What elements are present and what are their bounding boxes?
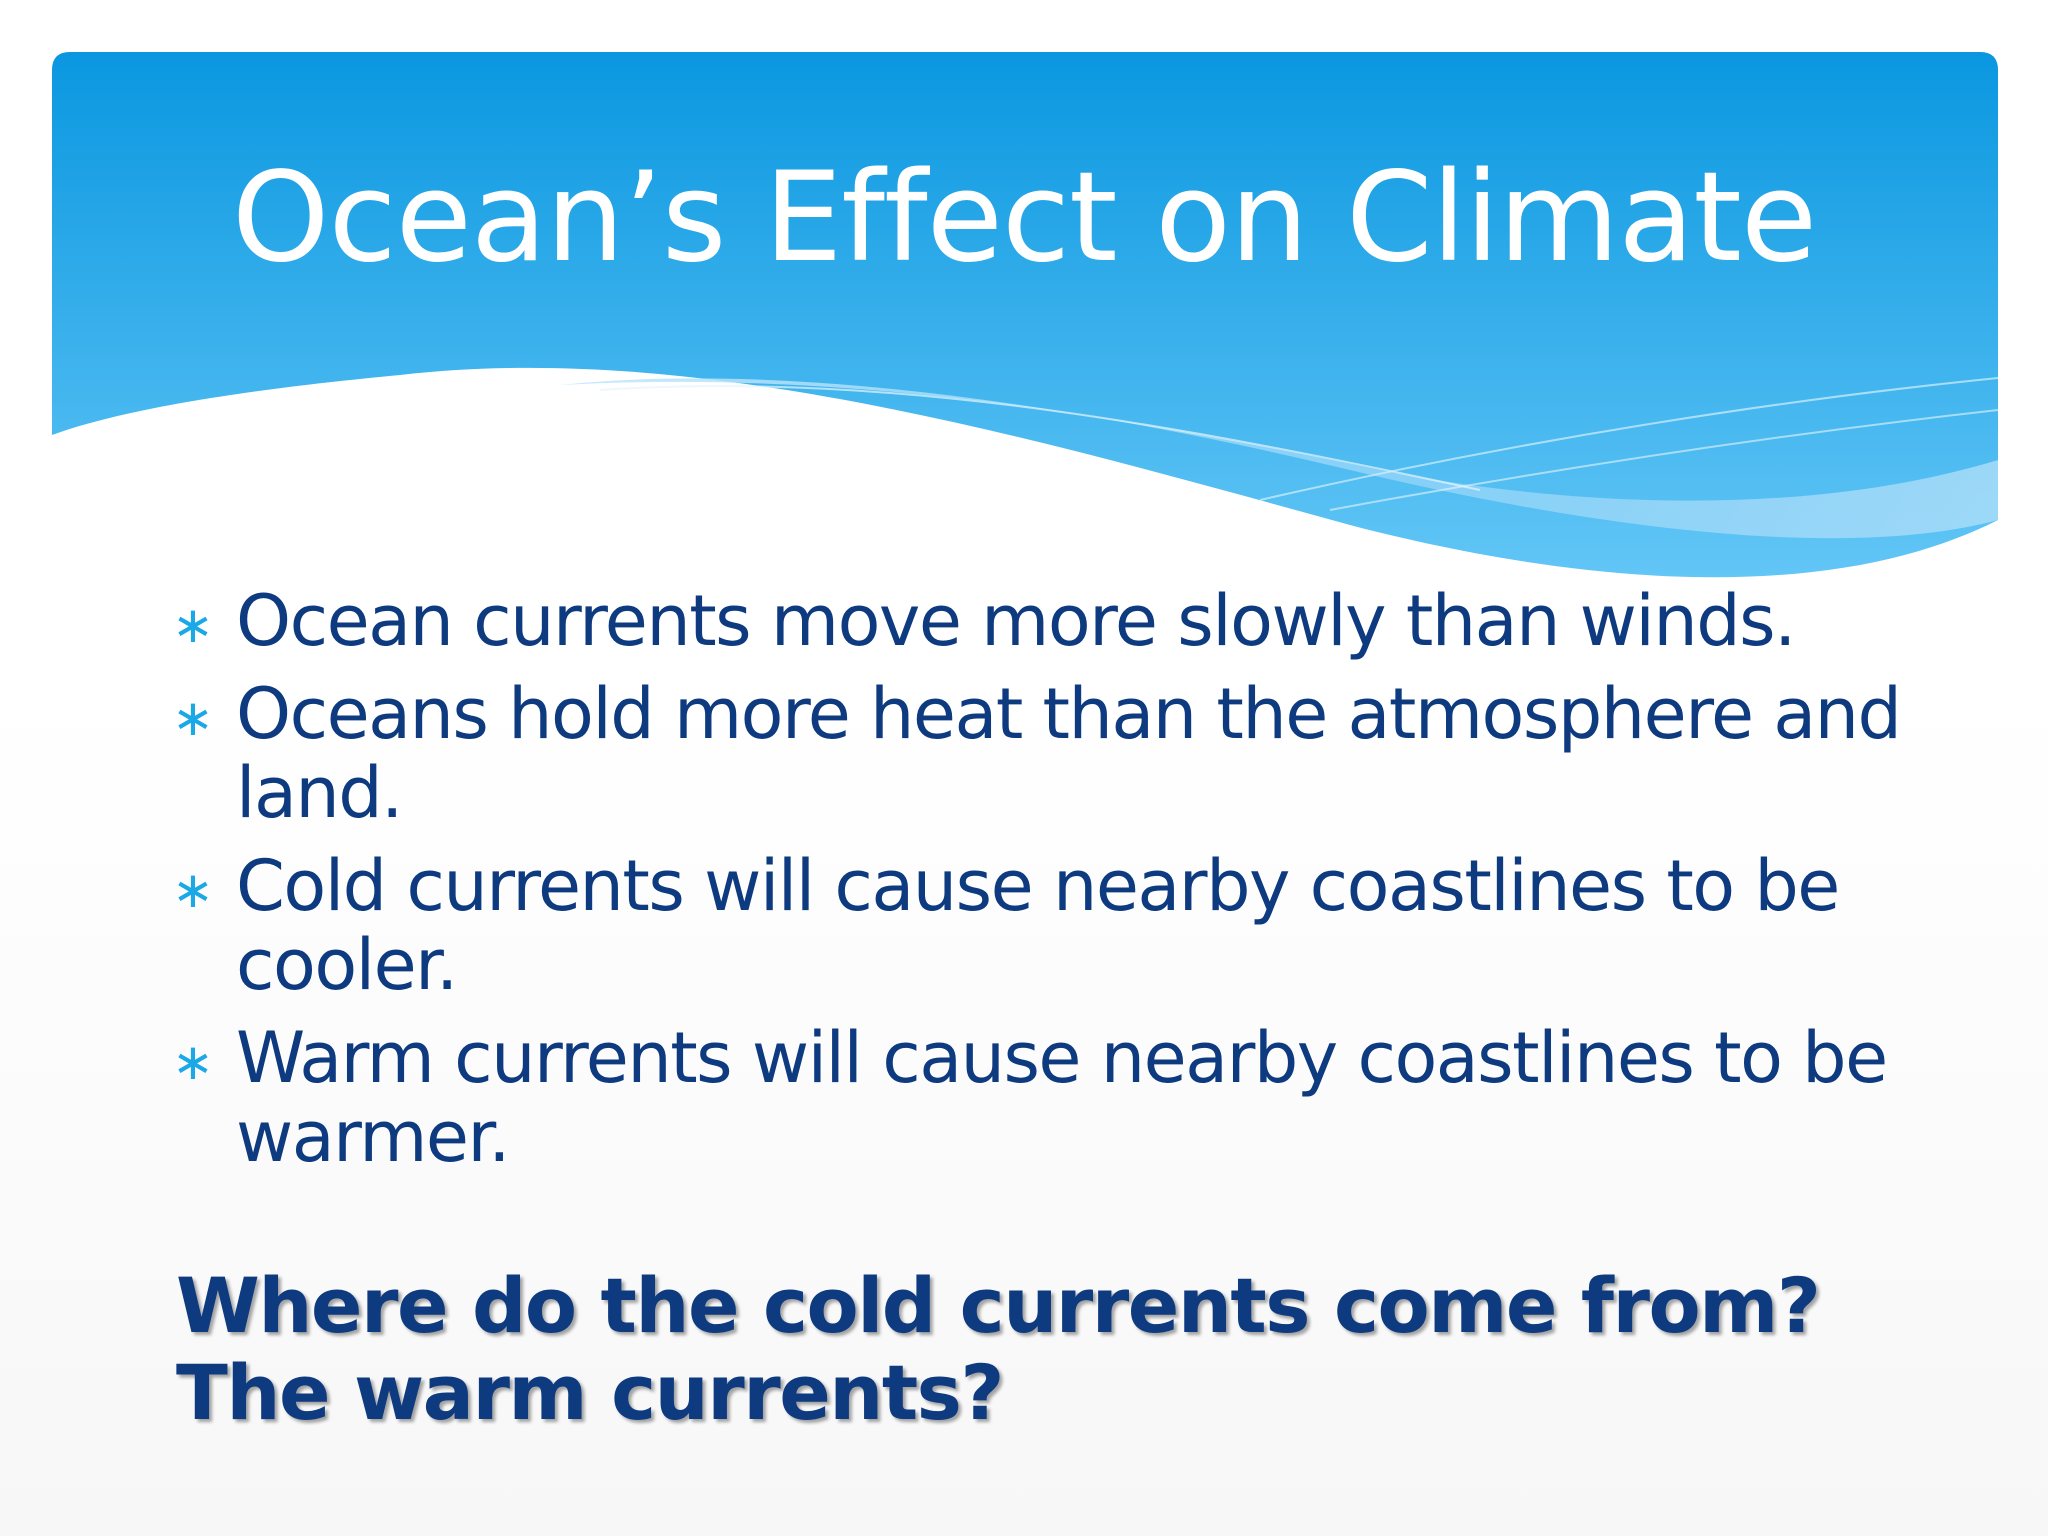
asterisk-icon: ∗ xyxy=(172,1033,214,1091)
bullet-item: ∗ Warm currents will cause nearby coastl… xyxy=(172,1019,1912,1177)
wave-line-3 xyxy=(1329,409,1999,511)
bullet-text: Ocean currents move more slowly than win… xyxy=(236,580,1796,662)
bullet-item: ∗ Oceans hold more heat than the atmosph… xyxy=(172,675,1912,833)
header-blue-band xyxy=(52,52,1998,578)
wave-line-1 xyxy=(599,385,1481,491)
bullet-item: ∗ Ocean currents move more slowly than w… xyxy=(172,582,1912,661)
asterisk-icon: ∗ xyxy=(172,596,214,654)
wave-line-2 xyxy=(1259,377,1999,501)
header-wave-background xyxy=(52,52,1999,578)
discussion-question: Where do the cold currents come from? Th… xyxy=(176,1261,1821,1437)
bullet-text: Warm currents will cause nearby coastlin… xyxy=(236,1017,1888,1178)
asterisk-icon: ∗ xyxy=(172,861,214,919)
bullet-text: Oceans hold more heat than the atmospher… xyxy=(236,673,1902,834)
asterisk-icon: ∗ xyxy=(172,689,214,747)
bullet-list: ∗ Ocean currents move more slowly than w… xyxy=(172,582,1912,1191)
bullet-text: Cold currents will cause nearby coastlin… xyxy=(236,845,1840,1006)
slide-title: Ocean’s Effect on Climate xyxy=(231,146,1817,290)
light-wave xyxy=(560,378,1998,539)
bullet-item: ∗ Cold currents will cause nearby coastl… xyxy=(172,847,1912,1005)
